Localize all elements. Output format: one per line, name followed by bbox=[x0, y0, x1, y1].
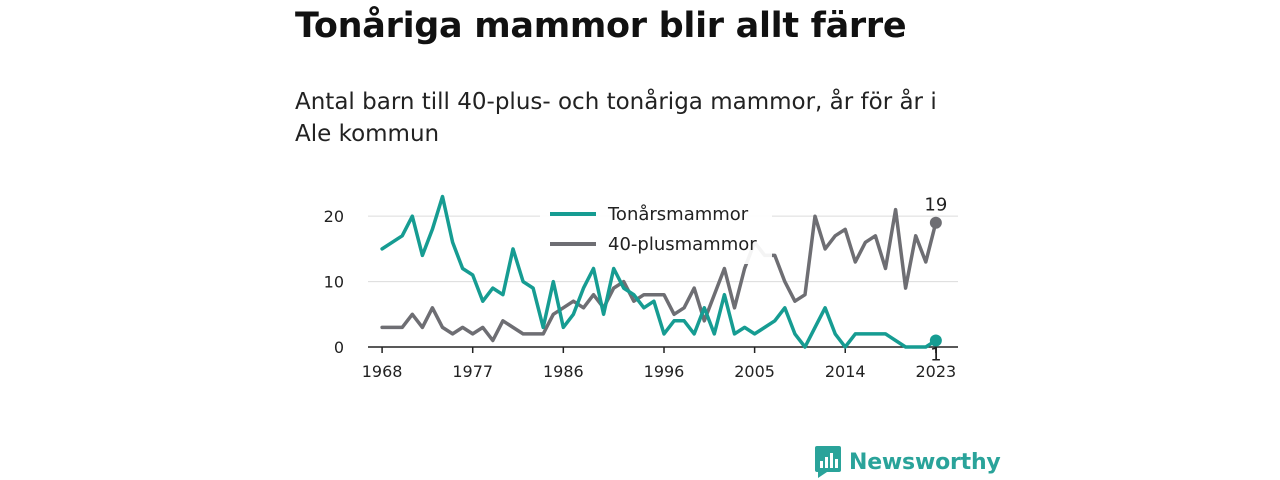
x-tick-label: 1968 bbox=[362, 362, 403, 381]
chart-subtitle: Antal barn till 40-plus- och tonåriga ma… bbox=[295, 89, 937, 147]
end-point-marker bbox=[929, 216, 942, 229]
brand-name: Newsworthy bbox=[849, 449, 1001, 475]
legend-label: Tonårsmammor bbox=[607, 204, 749, 225]
legend: Tonårsmammor 40-plusmammor bbox=[540, 196, 772, 264]
end-value-label: 1 bbox=[930, 344, 941, 365]
series-line-tonarsmammor bbox=[380, 194, 938, 349]
series-line-40-plusmammor bbox=[380, 207, 938, 343]
y-tick-label: 0 bbox=[334, 338, 344, 357]
axes: 0 10 20 1968 1977 1986 1996 2005 2014 2023 bbox=[324, 207, 958, 381]
newsworthy-logo: Newsworthy bbox=[815, 446, 1001, 478]
bar-chart-speech-bubble-icon bbox=[815, 446, 841, 478]
y-tick-label: 20 bbox=[324, 207, 344, 226]
end-markers: 19 1 bbox=[924, 195, 947, 366]
series-lines bbox=[380, 194, 938, 349]
x-tick-label: 1996 bbox=[644, 362, 685, 381]
x-tick-label: 2005 bbox=[734, 362, 775, 381]
end-point-marker bbox=[929, 334, 942, 347]
x-tick-label: 1986 bbox=[543, 362, 584, 381]
chart-title: Tonåriga mammor blir allt färre bbox=[295, 6, 907, 46]
x-tick-label: 2014 bbox=[825, 362, 866, 381]
legend-background bbox=[540, 196, 772, 264]
x-tick-label: 1977 bbox=[452, 362, 493, 381]
legend-label: 40-plusmammor bbox=[608, 234, 757, 255]
y-tick-label: 10 bbox=[324, 273, 344, 292]
x-tick-label: 2023 bbox=[915, 362, 956, 381]
end-value-label: 19 bbox=[924, 195, 947, 216]
